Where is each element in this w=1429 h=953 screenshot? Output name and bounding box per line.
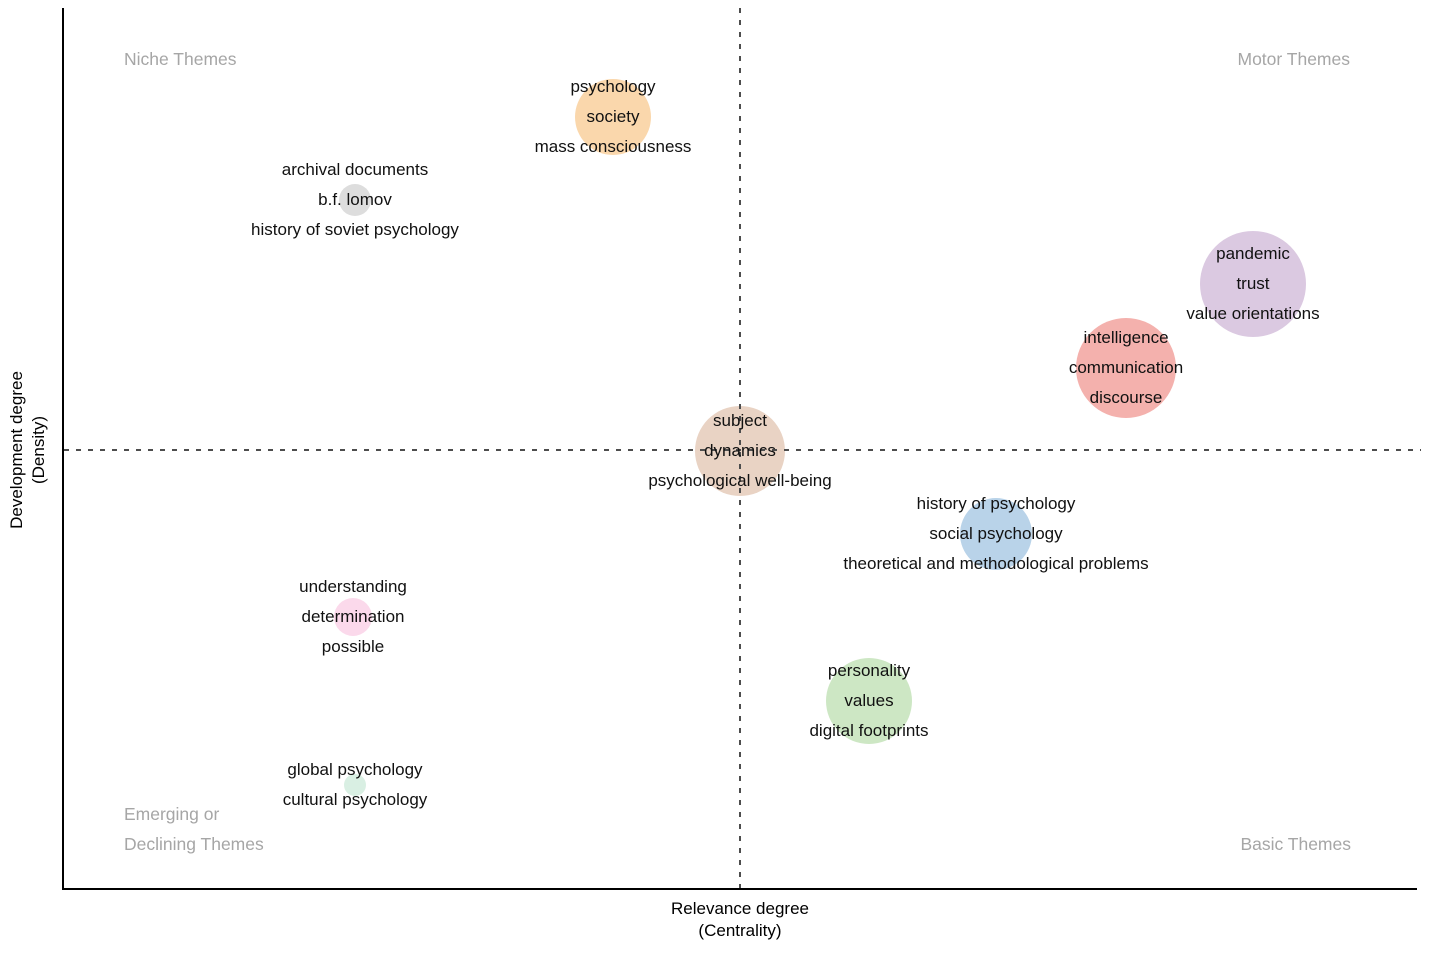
cluster-label-understanding-determination: understanding determination possible [299,572,407,662]
cluster-label-line: understanding [299,577,407,596]
cluster-label-intelligence-communication: intelligence communication discourse [1069,323,1183,413]
cluster-bubble-pandemic-trust [1200,231,1306,337]
cluster-label-line: cultural psychology [282,790,428,809]
quadrant-label-text: Motor Themes [1237,49,1351,69]
cluster-label-line: value orientations [1186,304,1320,323]
quadrant-label-text: Niche Themes [124,49,237,69]
quadrant-label-emerging-declining-themes: Emerging or Declining Themes [124,799,264,859]
cluster-label-line: theoretical and methodological problems [843,554,1149,573]
cluster-bubble-global-cultural-psychology [344,774,366,796]
cluster-bubble-archival-documents [339,184,371,216]
quadrant-label-motor-themes: Motor Themes [1238,44,1351,74]
quadrant-label-niche-themes: Niche Themes [124,44,237,74]
cluster-label-line: determination [301,607,405,626]
quadrant-label-text-line2: Declining Themes [124,834,264,854]
cluster-label-line: trust [1236,274,1270,293]
cluster-label-line: pandemic [1216,244,1290,263]
cluster-label-subject-dynamics: subject dynamics psychological well-being [648,406,831,496]
vertical-divider-dashed-line [739,8,741,888]
x-axis-title-line1: Relevance degree [671,899,809,918]
cluster-bubble-personality-values [826,658,912,744]
cluster-bubble-intelligence-communication [1076,318,1176,418]
cluster-label-history-social-psychology: history of psychology social psychology th… [843,489,1148,579]
cluster-label-personality-values: personality values digital footprints [809,656,928,746]
cluster-label-line: subject [713,411,767,430]
cluster-label-line: psychological well-being [648,471,832,490]
x-axis-title: Relevance degree (Centrality) [671,898,809,942]
cluster-label-line: communication [1068,358,1184,377]
cluster-label-psychology-society: psychology society mass consciousness [535,72,692,162]
cluster-label-line: global psychology [287,760,423,779]
cluster-label-line: dynamics [704,441,776,460]
cluster-label-line: psychology [570,77,656,96]
cluster-label-line: digital footprints [809,721,929,740]
cluster-label-line: b.f. lomov [318,190,392,209]
cluster-label-archival-documents: archival documents b.f. lomov history of s… [251,155,459,245]
x-axis-title-line2: (Centrality) [698,921,782,940]
x-axis-line [62,888,1417,890]
cluster-label-line: possible [321,637,385,656]
cluster-label-line: history of soviet psychology [251,220,459,239]
cluster-label-line: values [844,691,894,710]
cluster-label-global-cultural-psychology: global psychology cultural psychology [283,755,428,815]
cluster-bubble-understanding-determination [334,598,372,636]
cluster-label-line: mass consciousness [534,137,692,156]
cluster-label-line: social psychology [929,524,1063,543]
quadrant-label-basic-themes: Basic Themes [1240,829,1351,859]
cluster-label-line: society [586,107,640,126]
cluster-label-pandemic-trust: pandemic trust value orientations [1186,239,1319,329]
y-axis-line [62,8,64,890]
cluster-label-line: discourse [1089,388,1163,407]
cluster-label-line: history of psychology [916,494,1076,513]
cluster-label-line: personality [827,661,911,680]
quadrant-label-text: Basic Themes [1240,834,1351,854]
cluster-label-line: archival documents [281,160,429,179]
quadrant-label-text-line1: Emerging or [124,804,220,824]
cluster-bubble-psychology-society [575,79,651,155]
horizontal-divider-dashed-line [64,449,1421,451]
cluster-label-line: intelligence [1083,328,1169,347]
cluster-bubble-history-social-psychology [960,498,1032,570]
